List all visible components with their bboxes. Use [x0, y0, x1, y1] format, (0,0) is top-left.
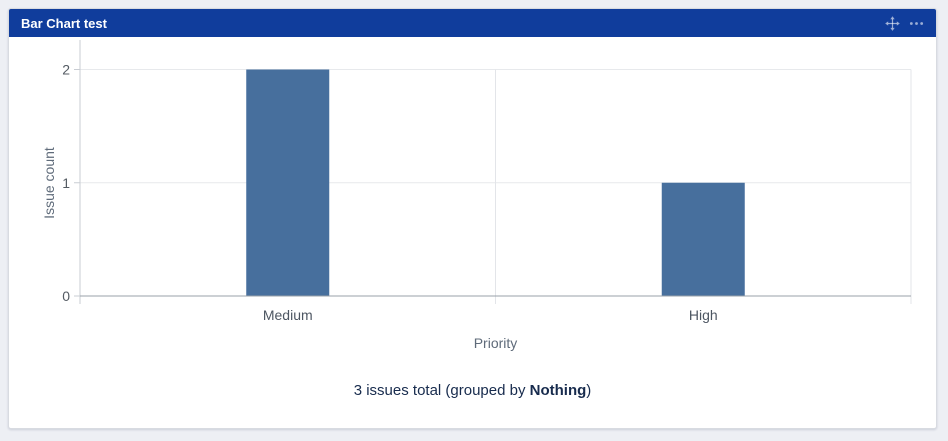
y-tick-label: 1: [62, 175, 70, 191]
summary-prefix: 3 issues total (grouped by: [353, 382, 530, 399]
move-arrows-icon[interactable]: [883, 14, 901, 32]
category-label-medium: Medium: [263, 307, 313, 323]
bar-chart: 0 1 2 Medium High Priority Issue count: [41, 40, 912, 351]
bar-high[interactable]: [661, 182, 745, 296]
footer-summary: 3 issues total (grouped by Nothing): [9, 381, 936, 401]
bar-medium[interactable]: [246, 69, 330, 297]
summary-groupby: Nothing: [529, 382, 587, 399]
gadget-content: 0 1 2 Medium High Priority Issue count 3 issue…: [9, 37, 936, 428]
x-axis-title: Priority: [474, 335, 518, 351]
gadget-header[interactable]: Bar Chart test: [9, 9, 936, 37]
gadget-title: Bar Chart test: [21, 15, 107, 31]
ellipsis-icon[interactable]: [907, 14, 925, 32]
category-label-high: High: [689, 307, 718, 323]
y-tick-label: 0: [62, 288, 70, 304]
summary-suffix: ): [586, 382, 592, 399]
y-tick-label: 2: [62, 62, 70, 78]
y-axis-title: Issue count: [41, 147, 57, 219]
bar-chart-gadget: Bar Chart test: [8, 8, 937, 429]
